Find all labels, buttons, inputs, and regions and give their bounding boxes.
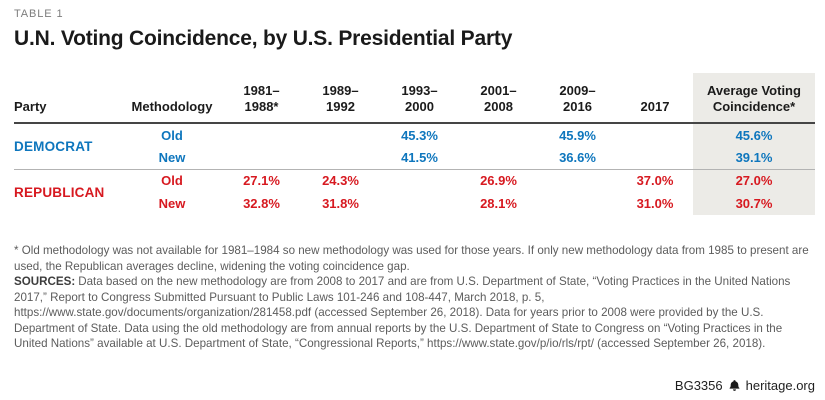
col-header-party: Party [14, 73, 122, 124]
average-value-cell: 39.1% [693, 146, 815, 169]
header-line: 2001– [480, 83, 517, 98]
value-cell: 37.0% [617, 168, 693, 192]
header-line: 1981– [243, 83, 280, 98]
header-line: 2008 [484, 99, 513, 114]
methodology-cell: New [158, 196, 186, 211]
value-cell [538, 192, 617, 215]
header-line: 1992 [326, 99, 355, 114]
page-title: U.N. Voting Coincidence, by U.S. Preside… [14, 27, 513, 50]
header-line: 2009– [559, 83, 596, 98]
value-cell [222, 123, 301, 146]
value-cell: 24.3% [301, 168, 380, 192]
header-row: Party Methodology 1981– 1988* 1989– 1992… [14, 73, 815, 124]
methodology-cell: New [158, 149, 186, 165]
document-id: BG3356 [674, 378, 723, 393]
average-value-cell: 45.6% [693, 123, 815, 146]
col-header-1989-1992: 1989– 1992 [301, 73, 380, 124]
value-cell [380, 192, 459, 215]
value-cell [459, 146, 538, 169]
notes-block: * Old methodology was not available for … [14, 243, 813, 352]
party-label-republican: REPUBLICAN [14, 168, 122, 215]
value-cell: 32.8% [243, 196, 280, 211]
header-line: Average Voting [707, 83, 801, 98]
table-figure: TABLE 1 U.N. Voting Coincidence, by U.S.… [14, 8, 815, 393]
table-row-republican-old: REPUBLICAN Old 27.1% 24.3% 26.9% 37.0% 2… [14, 168, 815, 215]
col-header-2017: 2017 [617, 73, 693, 124]
value-cell [538, 168, 617, 192]
header-line: 1989– [322, 83, 359, 98]
sources-text: Data based on the new methodology are fr… [14, 275, 791, 350]
sources-label: SOURCES: [14, 275, 76, 288]
col-header-1993-2000: 1993– 2000 [380, 73, 459, 124]
table-row-democrat-new: New 41.5% 36.6% 39.1% [14, 146, 815, 169]
value-cell: 45.3% [401, 127, 438, 143]
value-cell: 28.1% [480, 196, 517, 211]
value-cell: 45.9% [559, 127, 596, 143]
average-value-cell: 30.7% [693, 192, 815, 215]
value-cell: 41.5% [401, 149, 438, 165]
table-label: TABLE 1 [14, 8, 64, 20]
col-header-1981-1988: 1981– 1988* [222, 73, 301, 124]
col-header-2001-2008: 2001– 2008 [459, 73, 538, 124]
value-cell [617, 146, 693, 169]
site-name: heritage.org [745, 378, 815, 393]
table-row-democrat-old: DEMOCRAT Old 45.3% 45.9% 45.6% [14, 123, 815, 154]
methodology-cell: Old [161, 127, 183, 143]
value-cell: 31.0% [636, 196, 674, 211]
party-label-democrat: DEMOCRAT [14, 138, 93, 154]
value-cell: 31.8% [322, 196, 359, 211]
voting-coincidence-table: Party Methodology 1981– 1988* 1989– 1992… [14, 73, 815, 215]
value-cell [380, 168, 459, 192]
methodology-cell: Old [122, 168, 222, 192]
value-cell: 27.1% [222, 168, 301, 192]
value-cell [301, 123, 380, 146]
value-cell [617, 123, 693, 146]
average-value-cell: 27.0% [693, 168, 815, 192]
value-cell [459, 123, 538, 146]
header-line: 1988* [244, 99, 279, 114]
col-header-average-voting-coincidence: Average Voting Coincidence* [693, 73, 815, 124]
col-header-2009-2016: 2009– 2016 [538, 73, 617, 124]
table-row-republican-new: New 32.8% 31.8% 28.1% 31.0% 30.7% [14, 192, 815, 215]
liberty-bell-icon [728, 379, 741, 392]
value-cell: 26.9% [459, 168, 538, 192]
sources-paragraph: SOURCES: Data based on the new methodolog… [14, 274, 813, 352]
value-cell: 36.6% [559, 149, 596, 165]
header-line: Coincidence* [712, 99, 796, 114]
value-cell [222, 146, 301, 169]
header-line: 2000 [405, 99, 434, 114]
value-cell [301, 146, 380, 169]
header-line: 1993– [401, 83, 438, 98]
methodology-footnote: * Old methodology was not available for … [14, 244, 809, 273]
document-footer: BG3356 heritage.org [675, 378, 815, 393]
header-line: 2016 [563, 99, 592, 114]
col-header-methodology: Methodology [122, 73, 222, 124]
